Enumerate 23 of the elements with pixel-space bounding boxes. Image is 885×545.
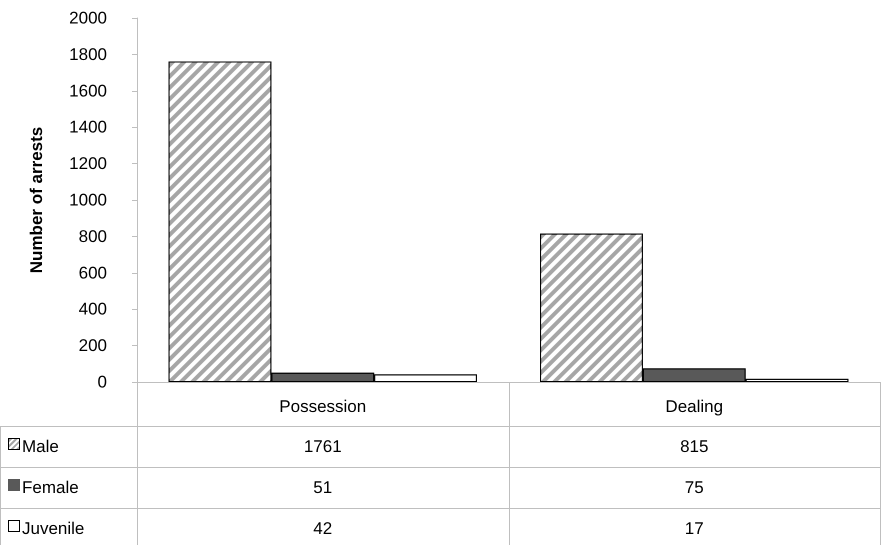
x-tick-label: Possession [279,397,366,416]
y-tick-label: 200 [78,336,107,356]
y-tick-label: 1000 [69,190,107,210]
y-tick-label: 2000 [69,8,107,28]
y-axis-title: Number of arrests [27,126,46,274]
legend-label: Female [22,478,79,498]
data-label: 1761 [302,437,343,457]
y-tick-label: 1200 [69,154,107,174]
data-label: 815 [679,437,710,457]
y-tick-label: 0 [98,372,107,392]
legend-label: Male [22,437,59,457]
legend-label: Juvenile [22,519,84,539]
y-tick-label: 1800 [69,44,107,64]
data-label: 75 [684,478,705,498]
y-tick-label: 800 [78,226,107,246]
data-label: 17 [684,519,705,539]
data-label: 51 [312,478,334,498]
data-label: 42 [312,519,334,539]
y-tick-label: 1600 [69,81,107,100]
y-tick-label: 1400 [69,118,107,137]
x-tick-label: Dealing [665,397,724,416]
y-tick-label: 600 [78,263,107,282]
y-tick-label: 400 [78,300,107,319]
